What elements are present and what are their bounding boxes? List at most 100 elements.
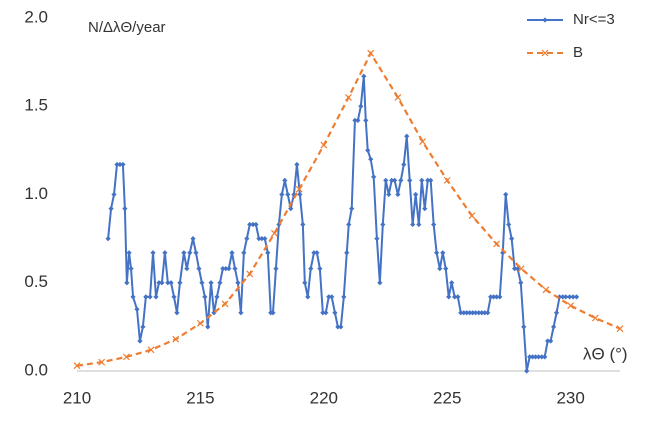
point	[443, 176, 451, 184]
point	[73, 362, 81, 370]
point	[238, 310, 244, 316]
point	[302, 280, 308, 286]
point	[259, 236, 265, 242]
point	[419, 138, 426, 145]
point	[500, 250, 506, 256]
point	[205, 324, 211, 330]
point	[329, 294, 335, 300]
point	[117, 161, 123, 168]
point	[368, 156, 374, 162]
point	[567, 302, 575, 310]
point	[383, 177, 389, 183]
y-tick-label: 1.0	[24, 184, 48, 203]
point	[137, 338, 143, 344]
point	[573, 294, 580, 300]
point	[156, 280, 162, 286]
point	[591, 314, 599, 322]
point	[279, 191, 285, 198]
point	[134, 306, 140, 312]
legend-marker	[541, 49, 549, 57]
point	[250, 221, 256, 228]
point	[542, 286, 550, 294]
point	[509, 236, 515, 242]
point	[570, 294, 576, 300]
point	[174, 310, 180, 316]
point	[464, 310, 470, 316]
point	[455, 294, 461, 300]
point	[551, 324, 557, 330]
point	[208, 280, 214, 286]
point	[468, 212, 476, 220]
point	[470, 310, 476, 316]
point	[493, 294, 500, 300]
point	[535, 354, 542, 360]
point	[130, 294, 136, 300]
point	[199, 280, 205, 286]
point	[349, 206, 355, 212]
point	[392, 177, 398, 183]
point	[341, 294, 347, 300]
point	[190, 236, 196, 242]
point	[202, 294, 208, 300]
point	[452, 294, 458, 300]
point	[326, 294, 332, 300]
point	[560, 294, 566, 300]
point	[317, 266, 323, 272]
point	[273, 266, 279, 272]
point	[294, 161, 300, 168]
x-tick-label: 210	[63, 388, 91, 407]
point	[181, 250, 187, 256]
point	[323, 310, 329, 316]
point	[482, 310, 488, 316]
legend-label: Nr<=3	[573, 11, 615, 28]
point	[563, 294, 569, 300]
point	[458, 310, 464, 316]
point	[539, 354, 545, 360]
point	[314, 250, 320, 256]
point	[332, 310, 338, 316]
point	[193, 250, 199, 256]
point	[361, 73, 367, 79]
point	[128, 266, 134, 272]
point	[428, 177, 434, 183]
point	[311, 250, 317, 256]
point	[320, 310, 326, 316]
point	[300, 221, 306, 228]
point	[616, 325, 624, 333]
point	[352, 117, 358, 123]
point	[410, 221, 416, 228]
point	[401, 161, 407, 168]
point	[473, 310, 479, 316]
point	[232, 266, 238, 272]
point	[177, 280, 183, 286]
point	[493, 240, 501, 248]
point	[443, 266, 449, 272]
point	[521, 324, 527, 330]
point	[386, 191, 392, 198]
point	[449, 280, 455, 286]
point	[226, 266, 232, 272]
point	[476, 310, 482, 316]
point	[461, 310, 467, 316]
point	[367, 49, 375, 57]
point	[422, 206, 428, 212]
point	[567, 294, 573, 300]
point	[235, 280, 241, 286]
point	[122, 206, 128, 212]
point	[553, 310, 560, 316]
point	[108, 206, 114, 212]
point	[247, 221, 253, 228]
point	[140, 324, 146, 330]
point	[545, 338, 551, 344]
point	[491, 294, 497, 300]
point	[187, 250, 193, 256]
point	[147, 346, 155, 354]
point	[147, 294, 153, 300]
legend-label: B	[573, 44, 583, 61]
point	[355, 117, 361, 123]
x-axis-label: λΘ (°)	[583, 344, 628, 363]
point	[434, 250, 440, 256]
x-tick-label: 215	[186, 388, 214, 407]
point	[404, 133, 410, 139]
point	[297, 191, 303, 198]
